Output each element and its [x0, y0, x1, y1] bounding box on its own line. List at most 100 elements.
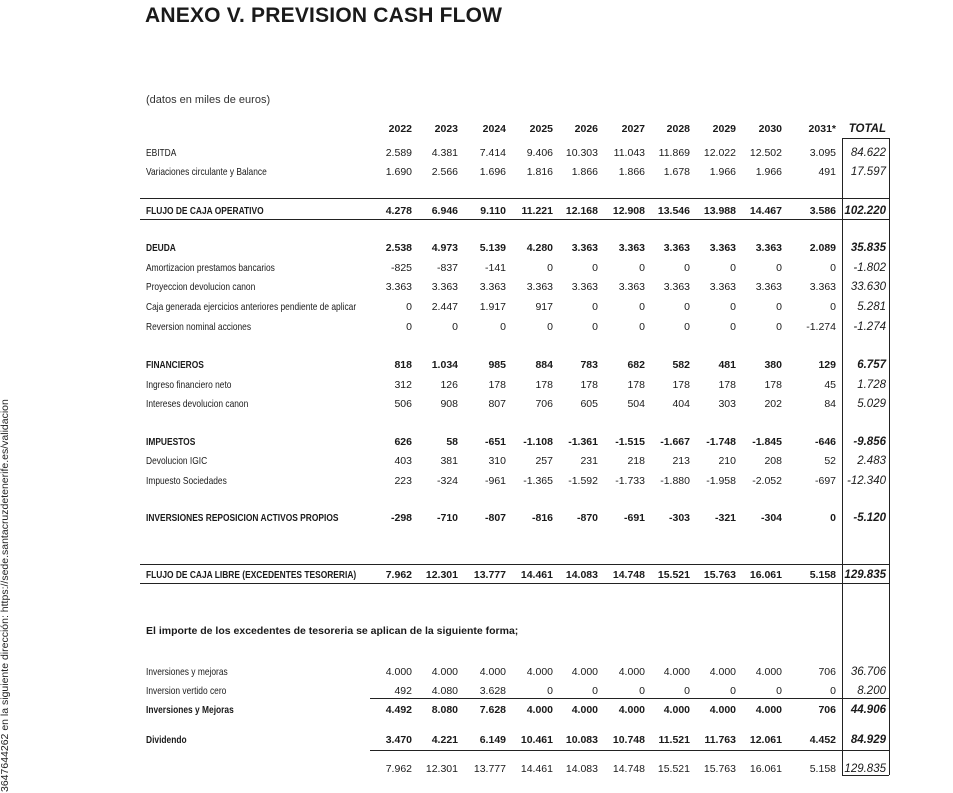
cell-value: 4.000 [755, 704, 782, 716]
cell-value: 0 [452, 321, 458, 333]
cell-value: 0 [830, 685, 836, 697]
cell-value: 126 [440, 379, 458, 391]
total-value: 5.029 [857, 398, 886, 410]
total-value: 44.906 [850, 704, 886, 716]
cell-value: -710 [436, 512, 458, 524]
cell-value: -1.361 [568, 436, 598, 448]
cell-value: 0 [776, 321, 782, 333]
total-value: -5.120 [853, 512, 886, 524]
cell-value: 0 [639, 321, 645, 333]
cell-value: 12.502 [749, 147, 782, 159]
cell-value: 3.586 [809, 205, 836, 217]
cell-value: 4.000 [479, 666, 506, 678]
cell-value: 129 [818, 359, 836, 371]
cell-value: -1.845 [752, 436, 782, 448]
cell-value: 5.158 [809, 569, 836, 581]
row-label: IMPUESTOS [146, 436, 196, 448]
cell-value: -304 [760, 512, 782, 524]
total-value: 17.597 [850, 166, 886, 178]
cell-value: 4.000 [663, 666, 690, 678]
table-row: Inversiones y Mejoras 4.492 8.080 7.628 4.00… [0, 702, 953, 718]
cell-value: 682 [627, 359, 645, 371]
cell-value: 0 [830, 262, 836, 274]
cell-value: 9.406 [526, 147, 553, 159]
total-value: 6.757 [857, 359, 886, 371]
cell-value: 13.546 [657, 205, 690, 217]
cell-value: 2.589 [385, 147, 412, 159]
table-row: DEUDA 2.538 4.973 5.139 4.280 3.363 3.363 3.363… [0, 240, 953, 256]
cell-value: -324 [436, 475, 458, 487]
total-header: TOTAL [848, 123, 886, 135]
cell-value: 4.452 [809, 734, 836, 746]
divider [140, 219, 889, 220]
cell-value: 908 [440, 398, 458, 410]
cell-value: 4.080 [431, 685, 458, 697]
divider [842, 775, 889, 776]
cell-value: -303 [668, 512, 690, 524]
cell-value: 0 [547, 262, 553, 274]
cell-value: 231 [580, 455, 598, 467]
cell-value: 45 [824, 379, 836, 391]
page-title: ANEXO V. PREVISION CASH FLOW [145, 4, 503, 27]
year-header: 2022 [388, 123, 412, 135]
cell-value: 3.363 [709, 281, 736, 293]
total-value: 36.706 [850, 666, 886, 678]
row-label: Proyeccion devolucion canon [146, 281, 256, 293]
row-label: INVERSIONES REPOSICION ACTIVOS PROPIOS [146, 512, 339, 524]
cell-value: 818 [394, 359, 412, 371]
cell-value: -1.108 [523, 436, 553, 448]
cell-value: 11.221 [521, 205, 553, 217]
cell-value: 14.748 [612, 569, 645, 581]
table-row: FLUJO DE CAJA OPERATIVO 4.278 6.946 9.110 11… [0, 203, 953, 219]
cell-value: 0 [592, 301, 598, 313]
cell-value: 213 [672, 455, 690, 467]
row-label: Reversion nominal acciones [146, 321, 252, 333]
table-row: Devolucion IGIC 403 381 310 257 231 218 213 210 2… [0, 453, 953, 469]
cell-value: 0 [639, 301, 645, 313]
cell-value: 0 [639, 685, 645, 697]
table-row: 7.962 12.301 13.777 14.461 14.083 14.748 15.52… [0, 761, 953, 777]
cell-value: 1.690 [385, 166, 412, 178]
cell-value: 0 [406, 301, 412, 313]
cell-value: 0 [406, 321, 412, 333]
cell-value: 208 [764, 455, 782, 467]
cell-value: 2.566 [431, 166, 458, 178]
cell-value: 481 [718, 359, 736, 371]
total-value: 8.200 [857, 685, 886, 697]
cell-value: 4.000 [385, 666, 412, 678]
row-label: Inversiones y Mejoras [146, 704, 234, 716]
cell-value: 16.061 [749, 569, 782, 581]
cell-value: -1.667 [660, 436, 690, 448]
cell-value: -1.880 [660, 475, 690, 487]
table-row: Reversion nominal acciones 0 0 0 0 0 0 0 0 0 -1.27… [0, 319, 953, 335]
cell-value: 178 [535, 379, 553, 391]
cell-value: 4.000 [618, 666, 645, 678]
cell-value: 626 [394, 436, 412, 448]
cell-value: 506 [394, 398, 412, 410]
cell-value: 178 [488, 379, 506, 391]
row-label: FLUJO DE CAJA OPERATIVO [146, 205, 264, 217]
cell-value: 3.363 [618, 242, 645, 254]
cell-value: 0 [830, 512, 836, 524]
cell-value: 9.110 [480, 205, 506, 217]
table-row: FLUJO DE CAJA LIBRE (EXCEDENTES TESORERI… [0, 567, 953, 583]
cell-value: 178 [764, 379, 782, 391]
cell-value: 210 [718, 455, 736, 467]
cell-value: 5.158 [809, 763, 836, 775]
cell-value: -825 [390, 262, 412, 274]
cell-value: 178 [672, 379, 690, 391]
cell-value: 1.696 [479, 166, 506, 178]
cell-value: 0 [684, 262, 690, 274]
cell-value: 12.061 [749, 734, 782, 746]
cell-value: 4.000 [709, 704, 736, 716]
divider [842, 138, 843, 775]
cell-value: 3.363 [431, 281, 458, 293]
table-row: Variaciones circulante y Balance 1.690 2.5… [0, 164, 953, 180]
cell-value: -141 [484, 262, 506, 274]
cell-value: 14.461 [520, 569, 553, 581]
cell-value: 380 [764, 359, 782, 371]
cell-value: 303 [718, 398, 736, 410]
year-header: 2023 [434, 123, 458, 135]
cell-value: 3.470 [385, 734, 412, 746]
cell-value: -807 [484, 512, 506, 524]
